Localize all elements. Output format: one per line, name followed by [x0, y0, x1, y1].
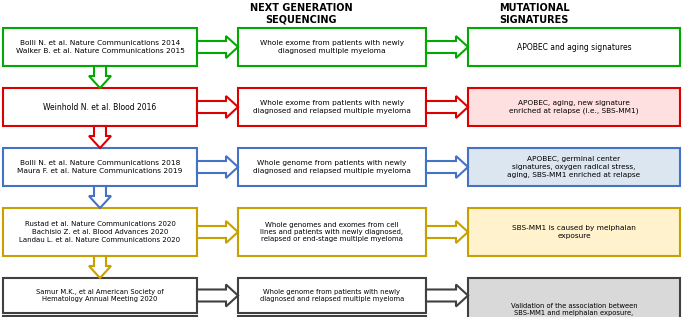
Polygon shape: [89, 186, 111, 208]
Polygon shape: [426, 284, 468, 307]
Text: Whole genomes and exomes from cell
lines and patients with newly diagnosed,
rela: Whole genomes and exomes from cell lines…: [260, 222, 403, 243]
Bar: [238, 316, 426, 317]
Text: SBS-MM1 is caused by melphalan
exposure: SBS-MM1 is caused by melphalan exposure: [512, 225, 636, 239]
Polygon shape: [426, 221, 468, 243]
Text: APOBEC and aging signatures: APOBEC and aging signatures: [516, 42, 632, 51]
Text: APOBEC, aging, new signature
enriched at relapse (i.e., SBS-MM1): APOBEC, aging, new signature enriched at…: [509, 100, 639, 114]
Bar: [468, 88, 680, 126]
Bar: [3, 88, 197, 126]
Bar: [3, 28, 197, 66]
Bar: [468, 28, 680, 66]
Bar: [238, 278, 426, 313]
Polygon shape: [89, 256, 111, 278]
Polygon shape: [197, 156, 238, 178]
Polygon shape: [89, 66, 111, 88]
Polygon shape: [426, 36, 468, 58]
Bar: [238, 28, 426, 66]
Bar: [238, 88, 426, 126]
Text: APOBEC, germinal center
signatures, oxygen radical stress,
aging, SBS-MM1 enrich: APOBEC, germinal center signatures, oxyg…: [508, 157, 640, 178]
Bar: [3, 278, 197, 313]
Polygon shape: [197, 221, 238, 243]
Polygon shape: [197, 284, 238, 307]
Polygon shape: [89, 126, 111, 148]
Text: Bolli N. et al. Nature Communications 2014
Walker B. et al. Nature Communication: Bolli N. et al. Nature Communications 20…: [16, 40, 184, 54]
Text: NEXT GENERATION
SEQUENCING: NEXT GENERATION SEQUENCING: [250, 3, 353, 25]
Text: Weinhold N. et al. Blood 2016: Weinhold N. et al. Blood 2016: [43, 102, 157, 112]
Text: Rustad et al. Nature Communications 2020
Bachisio Z. et al. Blood Advances 2020
: Rustad et al. Nature Communications 2020…: [19, 222, 181, 243]
Text: Whole exome from patients with newly
diagnosed and relapsed multiple myeloma: Whole exome from patients with newly dia…: [253, 100, 411, 114]
Text: Whole genome from patients with newly
diagnosed and relapsed multiple myeloma: Whole genome from patients with newly di…: [260, 289, 404, 302]
Bar: [238, 208, 426, 256]
Text: Validation of the association between
SBS-MM1 and melphalan exposure,
and enrich: Validation of the association between SB…: [511, 303, 637, 317]
Text: Samur M.K., et al American Society of
Hematology Annual Meeting 2020: Samur M.K., et al American Society of He…: [36, 289, 164, 302]
Bar: [238, 148, 426, 186]
Bar: [468, 208, 680, 256]
Bar: [468, 278, 680, 317]
Bar: [3, 208, 197, 256]
Text: MUTATIONAL
SIGNATURES: MUTATIONAL SIGNATURES: [499, 3, 570, 25]
Bar: [3, 148, 197, 186]
Bar: [3, 316, 197, 317]
Polygon shape: [426, 96, 468, 118]
Text: Bolli N. et al. Nature Communications 2018
Maura F. et al. Nature Communications: Bolli N. et al. Nature Communications 20…: [17, 160, 183, 174]
Text: Whole genome from patients with newly
diagnosed and relapsed multiple myeloma: Whole genome from patients with newly di…: [253, 160, 411, 174]
Bar: [468, 148, 680, 186]
Text: Whole exome from patients with newly
diagnosed multiple myeloma: Whole exome from patients with newly dia…: [260, 40, 404, 54]
Polygon shape: [197, 36, 238, 58]
Polygon shape: [426, 156, 468, 178]
Polygon shape: [197, 96, 238, 118]
